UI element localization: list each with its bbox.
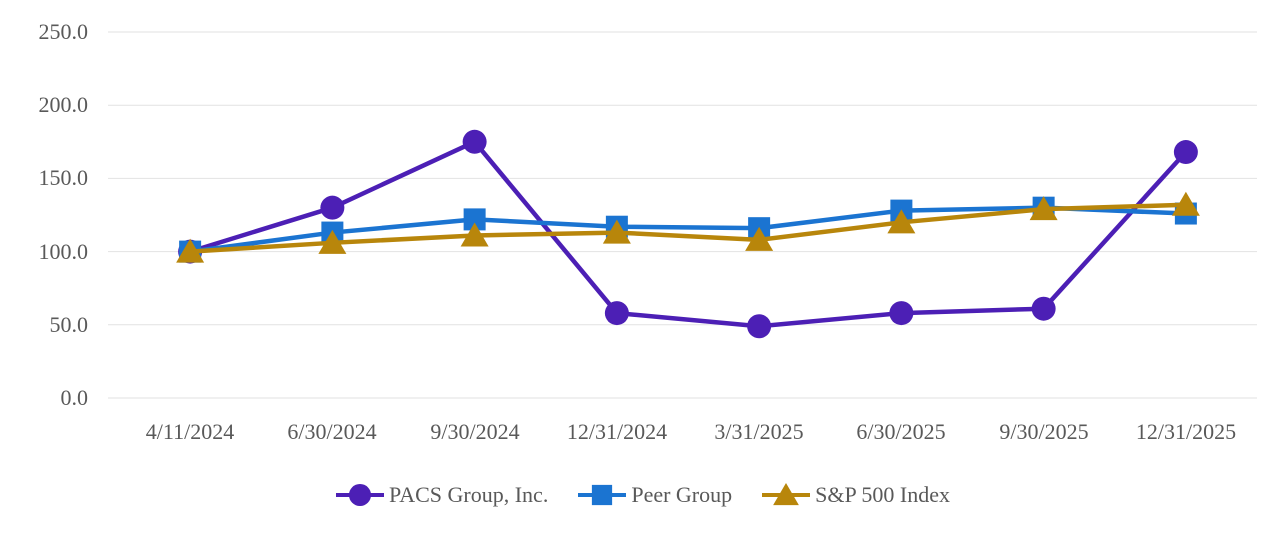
series-line [187,139,1189,329]
triangle-marker-icon [1171,191,1200,216]
circle-marker-icon [747,314,772,339]
triangle-marker-icon [745,226,774,251]
y-axis-tick-label: 150.0 [38,165,89,190]
circle-marker-icon [889,301,914,326]
series-pacs-group-inc [178,129,1198,339]
series-s-p-500-index [176,191,1200,263]
y-axis-tick-label: 50.0 [49,312,89,337]
chart-legend: PACS Group, Inc. Peer Group S&P 500 Inde… [0,481,1286,509]
circle-marker-icon [462,129,487,154]
x-axis-tick-label: 12/31/2024 [566,419,668,444]
triangle-marker-icon [762,483,811,506]
triangle-marker-icon [176,238,205,263]
triangle-marker-icon [773,483,800,506]
x-axis-tick-label: 6/30/2025 [856,419,946,444]
circle-marker-icon [336,483,384,507]
x-axis-tick-label: 12/31/2025 [1135,419,1237,444]
y-axis-tick-label: 0.0 [60,385,89,410]
x-axis-tick-label: 3/31/2025 [714,419,804,444]
legend-item-sp500: S&P 500 Index [762,481,950,509]
y-axis-tick-label: 200.0 [38,92,89,117]
plot-area [108,31,1257,399]
legend-label: PACS Group, Inc. [389,482,549,507]
circle-marker-icon [348,483,372,507]
triangle-marker-icon [318,229,347,254]
x-axis-tick-label: 6/30/2024 [287,419,377,444]
y-axis-tick-label: 250.0 [38,19,89,44]
circle-marker-icon [320,195,345,220]
x-axis-tick-label: 9/30/2024 [430,419,520,444]
x-axis-tick-label: 9/30/2025 [999,419,1089,444]
circle-marker-icon [604,301,629,326]
x-axis-tick-label: 4/11/2024 [145,419,235,444]
circle-marker-icon [1031,296,1056,321]
series-line [187,205,1189,254]
series-line [187,202,1189,254]
triangle-marker-icon [602,219,631,244]
legend-item-pacs-group: PACS Group, Inc. [336,481,548,509]
legend-item-peer-group: Peer Group [578,481,732,509]
square-marker-icon [578,484,627,506]
y-axis-tick-label: 100.0 [38,239,89,264]
circle-marker-icon [1173,140,1198,165]
square-marker-icon [463,208,486,231]
triangle-marker-icon [460,222,489,247]
triangle-marker-icon [887,209,916,234]
legend-label: S&P 500 Index [815,482,950,507]
legend-label: Peer Group [631,482,733,507]
square-marker-icon [592,484,613,506]
triangle-marker-icon [1029,196,1058,221]
